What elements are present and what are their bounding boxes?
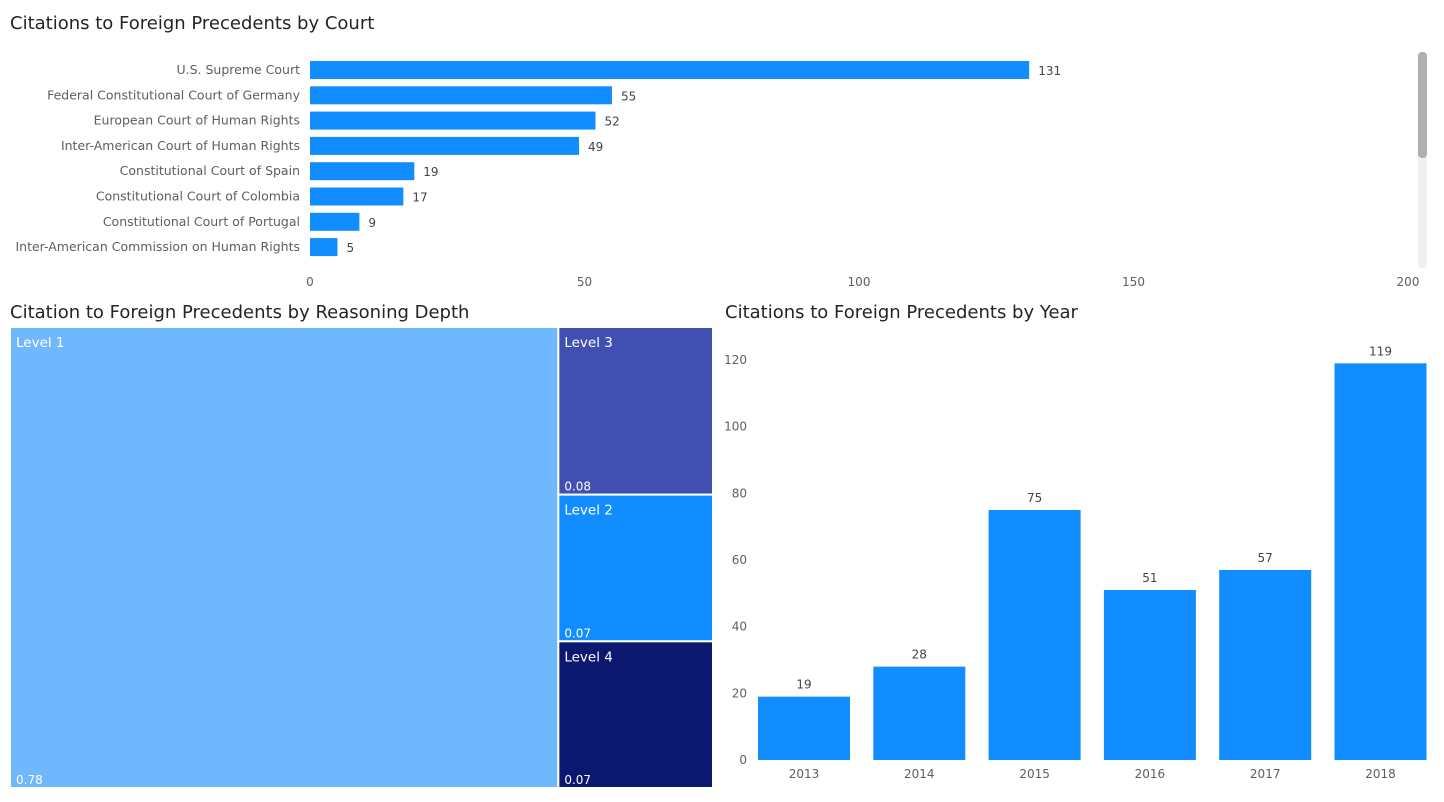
depth-treemap: Level 1 0.78 Level 3 0.08 Level 2 0.07 Level 4… — [9, 326, 715, 789]
year-y-tick-label: 120 — [724, 353, 747, 367]
court-bar[interactable] — [310, 212, 360, 231]
court-bar[interactable] — [310, 61, 1030, 79]
year-y-tick-label: 80 — [732, 486, 747, 500]
court-category-label: Constitutional Court of Colombia — [96, 189, 300, 204]
court-bar[interactable] — [310, 136, 580, 155]
court-category-label: Inter-American Court of Human Rights — [61, 138, 300, 153]
year-bar-value-label: 28 — [912, 648, 927, 662]
court-bar[interactable] — [310, 238, 338, 257]
year-bar[interactable] — [1334, 363, 1427, 760]
year-bar[interactable] — [1103, 590, 1196, 760]
treemap-tile-label: Level 1 — [16, 335, 65, 351]
court-category-label: Constitutional Court of Spain — [120, 163, 300, 178]
court-x-tick-label: 150 — [1122, 275, 1145, 289]
year-bar-value-label: 57 — [1258, 551, 1273, 565]
depth-chart-title: Citation to Foreign Precedents by Reason… — [10, 302, 470, 323]
treemap-tile-label: Level 4 — [564, 649, 613, 665]
year-chart-title: Citations to Foreign Precedents by Year — [725, 302, 1078, 323]
court-chart-title: Citations to Foreign Precedents by Court — [10, 13, 375, 34]
year-bar[interactable] — [988, 510, 1081, 760]
year-x-tick-label: 2017 — [1250, 767, 1281, 781]
year-x-tick-label: 2016 — [1135, 767, 1166, 781]
court-chart-scroll-thumb[interactable] — [1418, 52, 1427, 158]
year-bar[interactable] — [758, 696, 850, 760]
court-category-label: Federal Constitutional Court of Germany — [47, 87, 301, 102]
court-category-label: Constitutional Court of Portugal — [103, 214, 300, 229]
year-x-tick-label: 2013 — [789, 767, 820, 781]
treemap-tile-label: Level 2 — [564, 503, 613, 519]
treemap-tile-value: 0.07 — [564, 626, 591, 640]
year-bar[interactable] — [873, 666, 966, 760]
year-y-tick-label: 40 — [732, 620, 747, 634]
court-bar[interactable] — [310, 86, 612, 105]
court-bar-chart: U.S. Supreme Court 131 Federal Constitutio… — [15, 61, 1420, 289]
court-category-label: U.S. Supreme Court — [176, 62, 300, 77]
year-bar-value-label: 51 — [1142, 571, 1157, 585]
court-bar-value-label: 19 — [423, 165, 438, 179]
court-bar-value-label: 17 — [412, 191, 427, 205]
court-bar-value-label: 9 — [368, 216, 376, 230]
year-bar-value-label: 19 — [796, 678, 811, 692]
year-x-tick-label: 2018 — [1365, 767, 1396, 781]
court-x-tick-label: 100 — [848, 275, 871, 289]
year-bar[interactable] — [1219, 570, 1312, 760]
treemap-tile-value: 0.78 — [16, 773, 43, 787]
court-bar-value-label: 52 — [604, 115, 619, 129]
treemap-tile[interactable] — [9, 326, 560, 789]
court-bar-value-label: 5 — [346, 241, 354, 255]
year-y-tick-label: 20 — [732, 686, 747, 700]
court-category-label: European Court of Human Rights — [94, 113, 300, 128]
court-bar-value-label: 131 — [1038, 64, 1061, 78]
year-x-tick-label: 2014 — [904, 767, 935, 781]
treemap-tile-label: Level 3 — [564, 335, 613, 351]
year-x-tick-label: 2015 — [1019, 767, 1050, 781]
year-bar-value-label: 75 — [1027, 491, 1042, 505]
court-x-tick-label: 0 — [306, 275, 314, 289]
treemap-tile[interactable] — [557, 493, 715, 643]
court-x-tick-label: 50 — [577, 275, 592, 289]
treemap-tile-value: 0.07 — [564, 773, 591, 787]
court-bar-value-label: 49 — [588, 140, 603, 154]
court-bar[interactable] — [310, 111, 596, 130]
treemap-tile[interactable] — [557, 640, 715, 789]
year-y-tick-label: 60 — [732, 553, 747, 567]
court-bar[interactable] — [310, 187, 404, 206]
court-category-label: Inter-American Commission on Human Right… — [15, 239, 300, 254]
year-bar-value-label: 119 — [1369, 344, 1392, 358]
court-bar-value-label: 55 — [621, 89, 636, 103]
year-y-tick-label: 100 — [724, 420, 747, 434]
court-bar[interactable] — [310, 162, 415, 181]
treemap-tile-value: 0.08 — [564, 480, 591, 494]
year-y-tick-label: 0 — [739, 753, 747, 767]
court-x-tick-label: 200 — [1397, 275, 1420, 289]
court-chart-scrollbar[interactable] — [1418, 52, 1427, 268]
